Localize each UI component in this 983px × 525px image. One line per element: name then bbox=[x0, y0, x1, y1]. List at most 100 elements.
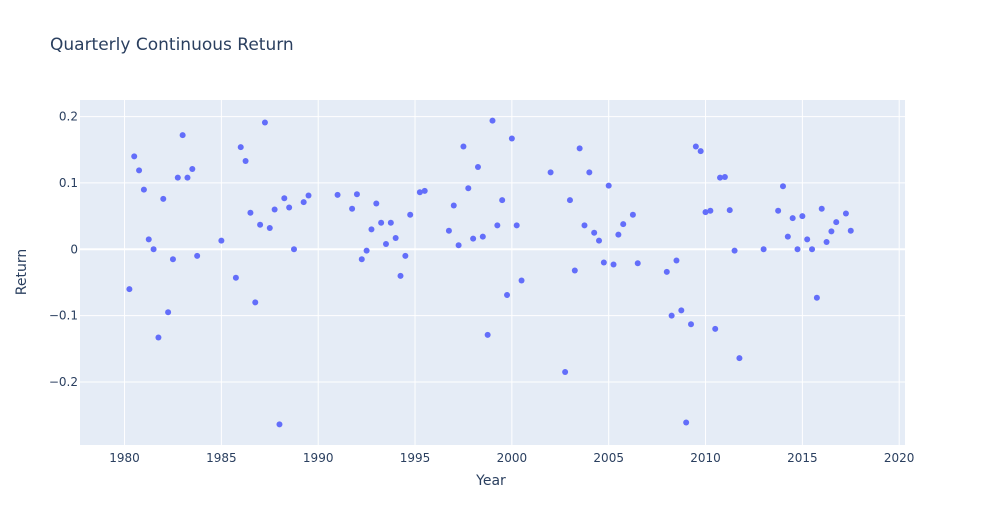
y-tick-label: 0.1 bbox=[59, 176, 78, 190]
data-point bbox=[668, 312, 675, 319]
data-point bbox=[678, 307, 685, 314]
x-tick-label: 1985 bbox=[206, 451, 237, 465]
data-point bbox=[150, 246, 157, 253]
data-point bbox=[373, 200, 380, 207]
x-tick-label: 1980 bbox=[109, 451, 140, 465]
data-point bbox=[586, 169, 593, 176]
x-tick-label: 2005 bbox=[593, 451, 624, 465]
data-point bbox=[683, 419, 690, 426]
data-point bbox=[286, 204, 293, 211]
data-point bbox=[707, 207, 714, 214]
data-point bbox=[131, 153, 138, 160]
data-point bbox=[760, 246, 767, 253]
data-point bbox=[382, 240, 389, 247]
data-point bbox=[605, 182, 612, 189]
y-tick-label: 0.2 bbox=[59, 110, 78, 124]
data-point bbox=[276, 421, 283, 428]
data-point bbox=[145, 236, 152, 243]
data-point bbox=[261, 119, 268, 126]
data-point bbox=[247, 209, 254, 216]
data-point bbox=[721, 173, 728, 180]
data-point bbox=[813, 294, 820, 301]
data-point bbox=[387, 219, 394, 226]
data-point bbox=[673, 257, 680, 264]
data-point bbox=[184, 174, 191, 181]
data-point bbox=[470, 235, 477, 242]
data-point bbox=[809, 246, 816, 253]
data-point bbox=[499, 197, 506, 204]
data-point bbox=[726, 207, 733, 214]
data-point bbox=[169, 256, 176, 263]
data-point bbox=[688, 321, 695, 328]
data-point bbox=[591, 229, 598, 236]
data-point bbox=[179, 132, 186, 139]
data-point bbox=[663, 268, 670, 275]
y-tick-label: 0 bbox=[70, 242, 78, 256]
data-point bbox=[397, 272, 404, 279]
data-point bbox=[562, 369, 569, 376]
data-point bbox=[789, 215, 796, 222]
x-tick-label: 2000 bbox=[497, 451, 528, 465]
data-point bbox=[474, 164, 481, 171]
data-point bbox=[489, 117, 496, 124]
x-tick-label: 1990 bbox=[303, 451, 334, 465]
data-point bbox=[692, 143, 699, 150]
data-point bbox=[842, 210, 849, 217]
data-point bbox=[799, 213, 806, 220]
x-tick-label: 1995 bbox=[400, 451, 431, 465]
data-point bbox=[571, 267, 578, 274]
data-point bbox=[242, 158, 249, 165]
data-point bbox=[775, 207, 782, 214]
data-point bbox=[218, 237, 225, 244]
data-point bbox=[702, 209, 709, 216]
data-point bbox=[252, 299, 259, 306]
data-point bbox=[126, 286, 133, 293]
data-point bbox=[634, 260, 641, 267]
axis-ticks: 1980 1985 1990 1995 2000 2005 2010 2015 2020 −0.2… bbox=[49, 110, 915, 465]
data-point bbox=[596, 237, 603, 244]
data-point bbox=[629, 211, 636, 218]
data-point bbox=[363, 247, 370, 254]
y-tick-label: −0.2 bbox=[49, 375, 78, 389]
data-point bbox=[450, 202, 457, 209]
data-point bbox=[358, 256, 365, 263]
data-point bbox=[479, 233, 486, 240]
data-point bbox=[189, 166, 196, 172]
data-point bbox=[547, 169, 554, 176]
data-point bbox=[136, 167, 143, 174]
data-point bbox=[697, 148, 704, 155]
data-point bbox=[784, 233, 791, 240]
data-point bbox=[174, 174, 181, 181]
data-point bbox=[736, 355, 743, 362]
data-point bbox=[445, 227, 452, 234]
data-point bbox=[455, 242, 462, 249]
data-point bbox=[305, 192, 312, 199]
data-point bbox=[610, 261, 617, 268]
x-tick-label: 2015 bbox=[787, 451, 818, 465]
data-point bbox=[833, 219, 840, 226]
data-point bbox=[392, 235, 399, 241]
data-point bbox=[407, 211, 414, 218]
data-point bbox=[271, 206, 278, 213]
data-point bbox=[494, 222, 501, 229]
data-point bbox=[140, 186, 147, 193]
data-point bbox=[465, 185, 472, 192]
data-point bbox=[165, 309, 172, 316]
data-point bbox=[353, 191, 360, 198]
data-point bbox=[518, 277, 525, 284]
data-point bbox=[155, 334, 162, 341]
data-point bbox=[368, 226, 375, 233]
plot-area bbox=[80, 100, 905, 445]
data-point bbox=[823, 238, 830, 245]
x-tick-label: 2020 bbox=[884, 451, 915, 465]
data-point bbox=[620, 221, 627, 228]
data-point bbox=[847, 227, 854, 234]
data-point bbox=[334, 191, 341, 198]
data-point bbox=[194, 252, 201, 259]
data-point bbox=[281, 195, 288, 202]
data-point bbox=[300, 199, 307, 206]
x-tick-label: 2010 bbox=[690, 451, 721, 465]
x-axis-title: Year bbox=[475, 473, 506, 489]
data-point bbox=[818, 205, 825, 212]
